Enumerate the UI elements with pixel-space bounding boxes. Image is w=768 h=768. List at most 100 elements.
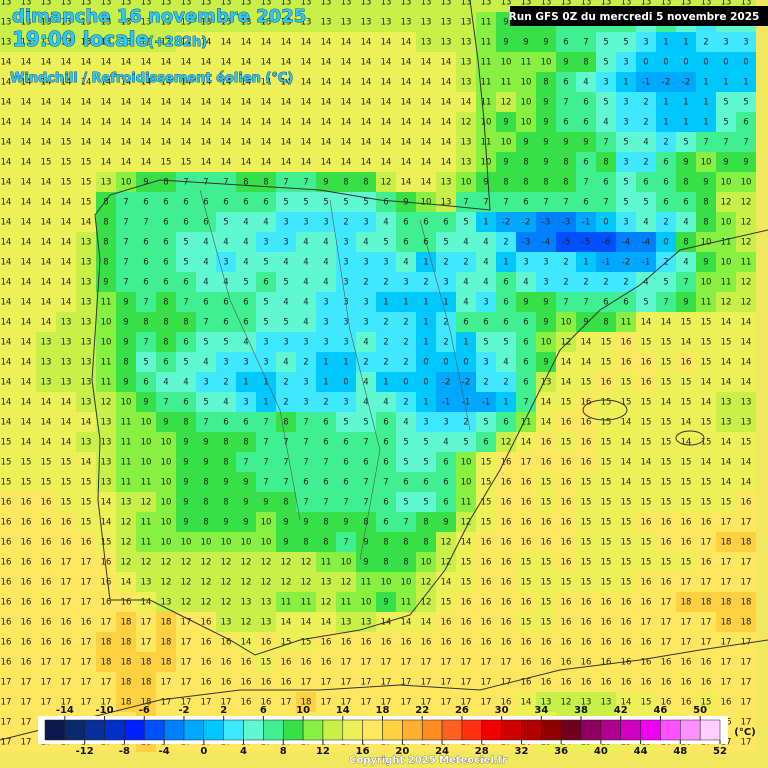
cell-value: 15 [601, 558, 612, 568]
cell-value: 13 [441, 178, 452, 188]
cell-value: 10 [161, 478, 172, 488]
cell-value: 14 [21, 298, 32, 308]
cell [636, 292, 656, 312]
cell [176, 352, 196, 372]
colorbar-box [680, 719, 701, 741]
cell [376, 432, 396, 452]
cell-value: 17 [701, 618, 712, 628]
cell [716, 152, 736, 172]
cell-value: 17 [661, 638, 672, 648]
cell [296, 412, 316, 432]
cell [116, 112, 136, 132]
cell-value: 5 [223, 218, 228, 228]
cell [376, 32, 396, 52]
cell-value: 8 [523, 178, 528, 188]
cell-value: 6 [483, 318, 488, 328]
cell-value: 17 [1, 698, 12, 708]
cell-value: 14 [201, 158, 212, 168]
cell-value: 10 [461, 478, 472, 488]
cell-value: 16 [41, 558, 52, 568]
cell [676, 412, 696, 432]
cell-value: 8 [703, 218, 708, 228]
cell [336, 392, 356, 412]
cell-value: 18 [121, 618, 132, 628]
cell-value: 17 [521, 458, 532, 468]
cell [16, 92, 36, 112]
cell-value: 8 [223, 458, 228, 468]
cell-value: 16 [601, 598, 612, 608]
cell-value: 10 [361, 598, 372, 608]
cell-value: 12 [201, 598, 212, 608]
colorbar-box [382, 719, 403, 741]
cell [576, 232, 596, 252]
cell [716, 392, 736, 412]
cell [156, 252, 176, 272]
cell-value: 12 [321, 598, 332, 608]
cell-value: 16 [461, 598, 472, 608]
cell-value: 14 [161, 98, 172, 108]
cell [456, 152, 476, 172]
cell-value: 11 [521, 58, 532, 68]
cell [216, 132, 236, 152]
cell [96, 112, 116, 132]
cell [636, 152, 656, 172]
cell-value: 15 [461, 578, 472, 588]
cell-value: 7 [583, 298, 588, 308]
cell-value: 16 [621, 598, 632, 608]
cell [316, 352, 336, 372]
cell-value: 6 [143, 258, 148, 268]
cell-value: 6 [563, 118, 568, 128]
cell [256, 352, 276, 372]
cell [416, 352, 436, 372]
cell-value: 5 [463, 438, 468, 448]
cell-value: 8 [303, 538, 308, 548]
cell [676, 212, 696, 232]
cell [576, 192, 596, 212]
cell [0, 32, 16, 52]
cell [436, 72, 456, 92]
cell [496, 272, 516, 292]
cell-value: -4 [642, 238, 650, 248]
cell-value: 7 [363, 438, 368, 448]
cell-value: 14 [401, 618, 412, 628]
cell [456, 232, 476, 252]
cell [376, 312, 396, 332]
cell-value: 14 [21, 258, 32, 268]
cell-value: 14 [141, 598, 152, 608]
cell [176, 432, 196, 452]
colorbar-label: 50 [693, 705, 707, 716]
cell [396, 132, 416, 152]
cell-value: 3 [623, 118, 628, 128]
cell [596, 332, 616, 352]
cell [76, 112, 96, 132]
cell [136, 92, 156, 112]
cell-value: 10 [141, 438, 152, 448]
cell [356, 252, 376, 272]
cell-value: 16 [501, 618, 512, 628]
cell [216, 392, 236, 412]
cell-value: 15 [81, 158, 92, 168]
cell [56, 292, 76, 312]
cell [256, 212, 276, 232]
cell-value: 11 [141, 518, 152, 528]
colorbar-box [263, 719, 284, 741]
cell-value: 13 [401, 0, 412, 8]
colorbar-label: 48 [673, 746, 687, 757]
cell-value: 16 [1, 498, 12, 508]
cell-value: 6 [563, 78, 568, 88]
cell-value: 11 [361, 578, 372, 588]
cell [556, 152, 576, 172]
cell-value: 14 [361, 38, 372, 48]
cell-value: 4 [223, 278, 228, 288]
cell [36, 432, 56, 452]
cell [576, 412, 596, 432]
cell-value: 6 [343, 478, 348, 488]
cell-value: 0 [683, 58, 688, 68]
cell [516, 432, 536, 452]
cell-value: 1 [723, 78, 728, 88]
cell [576, 92, 596, 112]
cell [176, 372, 196, 392]
cell [456, 292, 476, 312]
cell [296, 432, 316, 452]
cell [636, 252, 656, 272]
